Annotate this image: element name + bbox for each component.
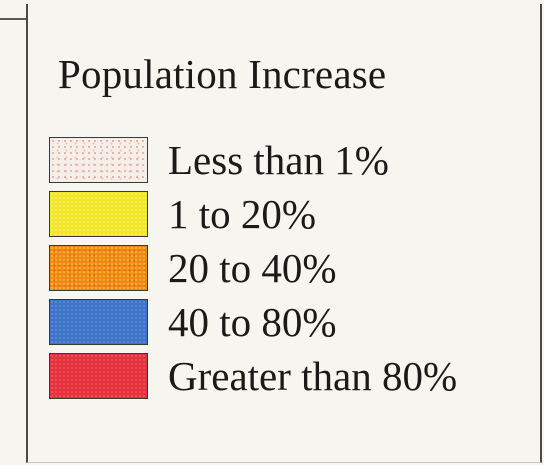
- legend-swatch-greater-than-80: [49, 353, 148, 399]
- legend-swatch-20-to-40: [49, 245, 148, 291]
- legend-label: 40 to 80%: [168, 299, 337, 345]
- legend-title: Population Increase: [58, 51, 387, 97]
- legend-label: Less than 1%: [168, 137, 389, 183]
- legend-swatch-1-to-20: [49, 191, 148, 237]
- legend-swatch-40-to-80: [49, 299, 148, 345]
- legend-frame: Population Increase Less than 1% 1 to 20…: [26, 4, 542, 463]
- divider-line: [0, 18, 28, 20]
- legend-swatch-less-than-1: [49, 137, 148, 183]
- legend-label: 1 to 20%: [168, 191, 317, 237]
- legend-label: 20 to 40%: [168, 245, 337, 291]
- legend-label: Greater than 80%: [168, 353, 458, 399]
